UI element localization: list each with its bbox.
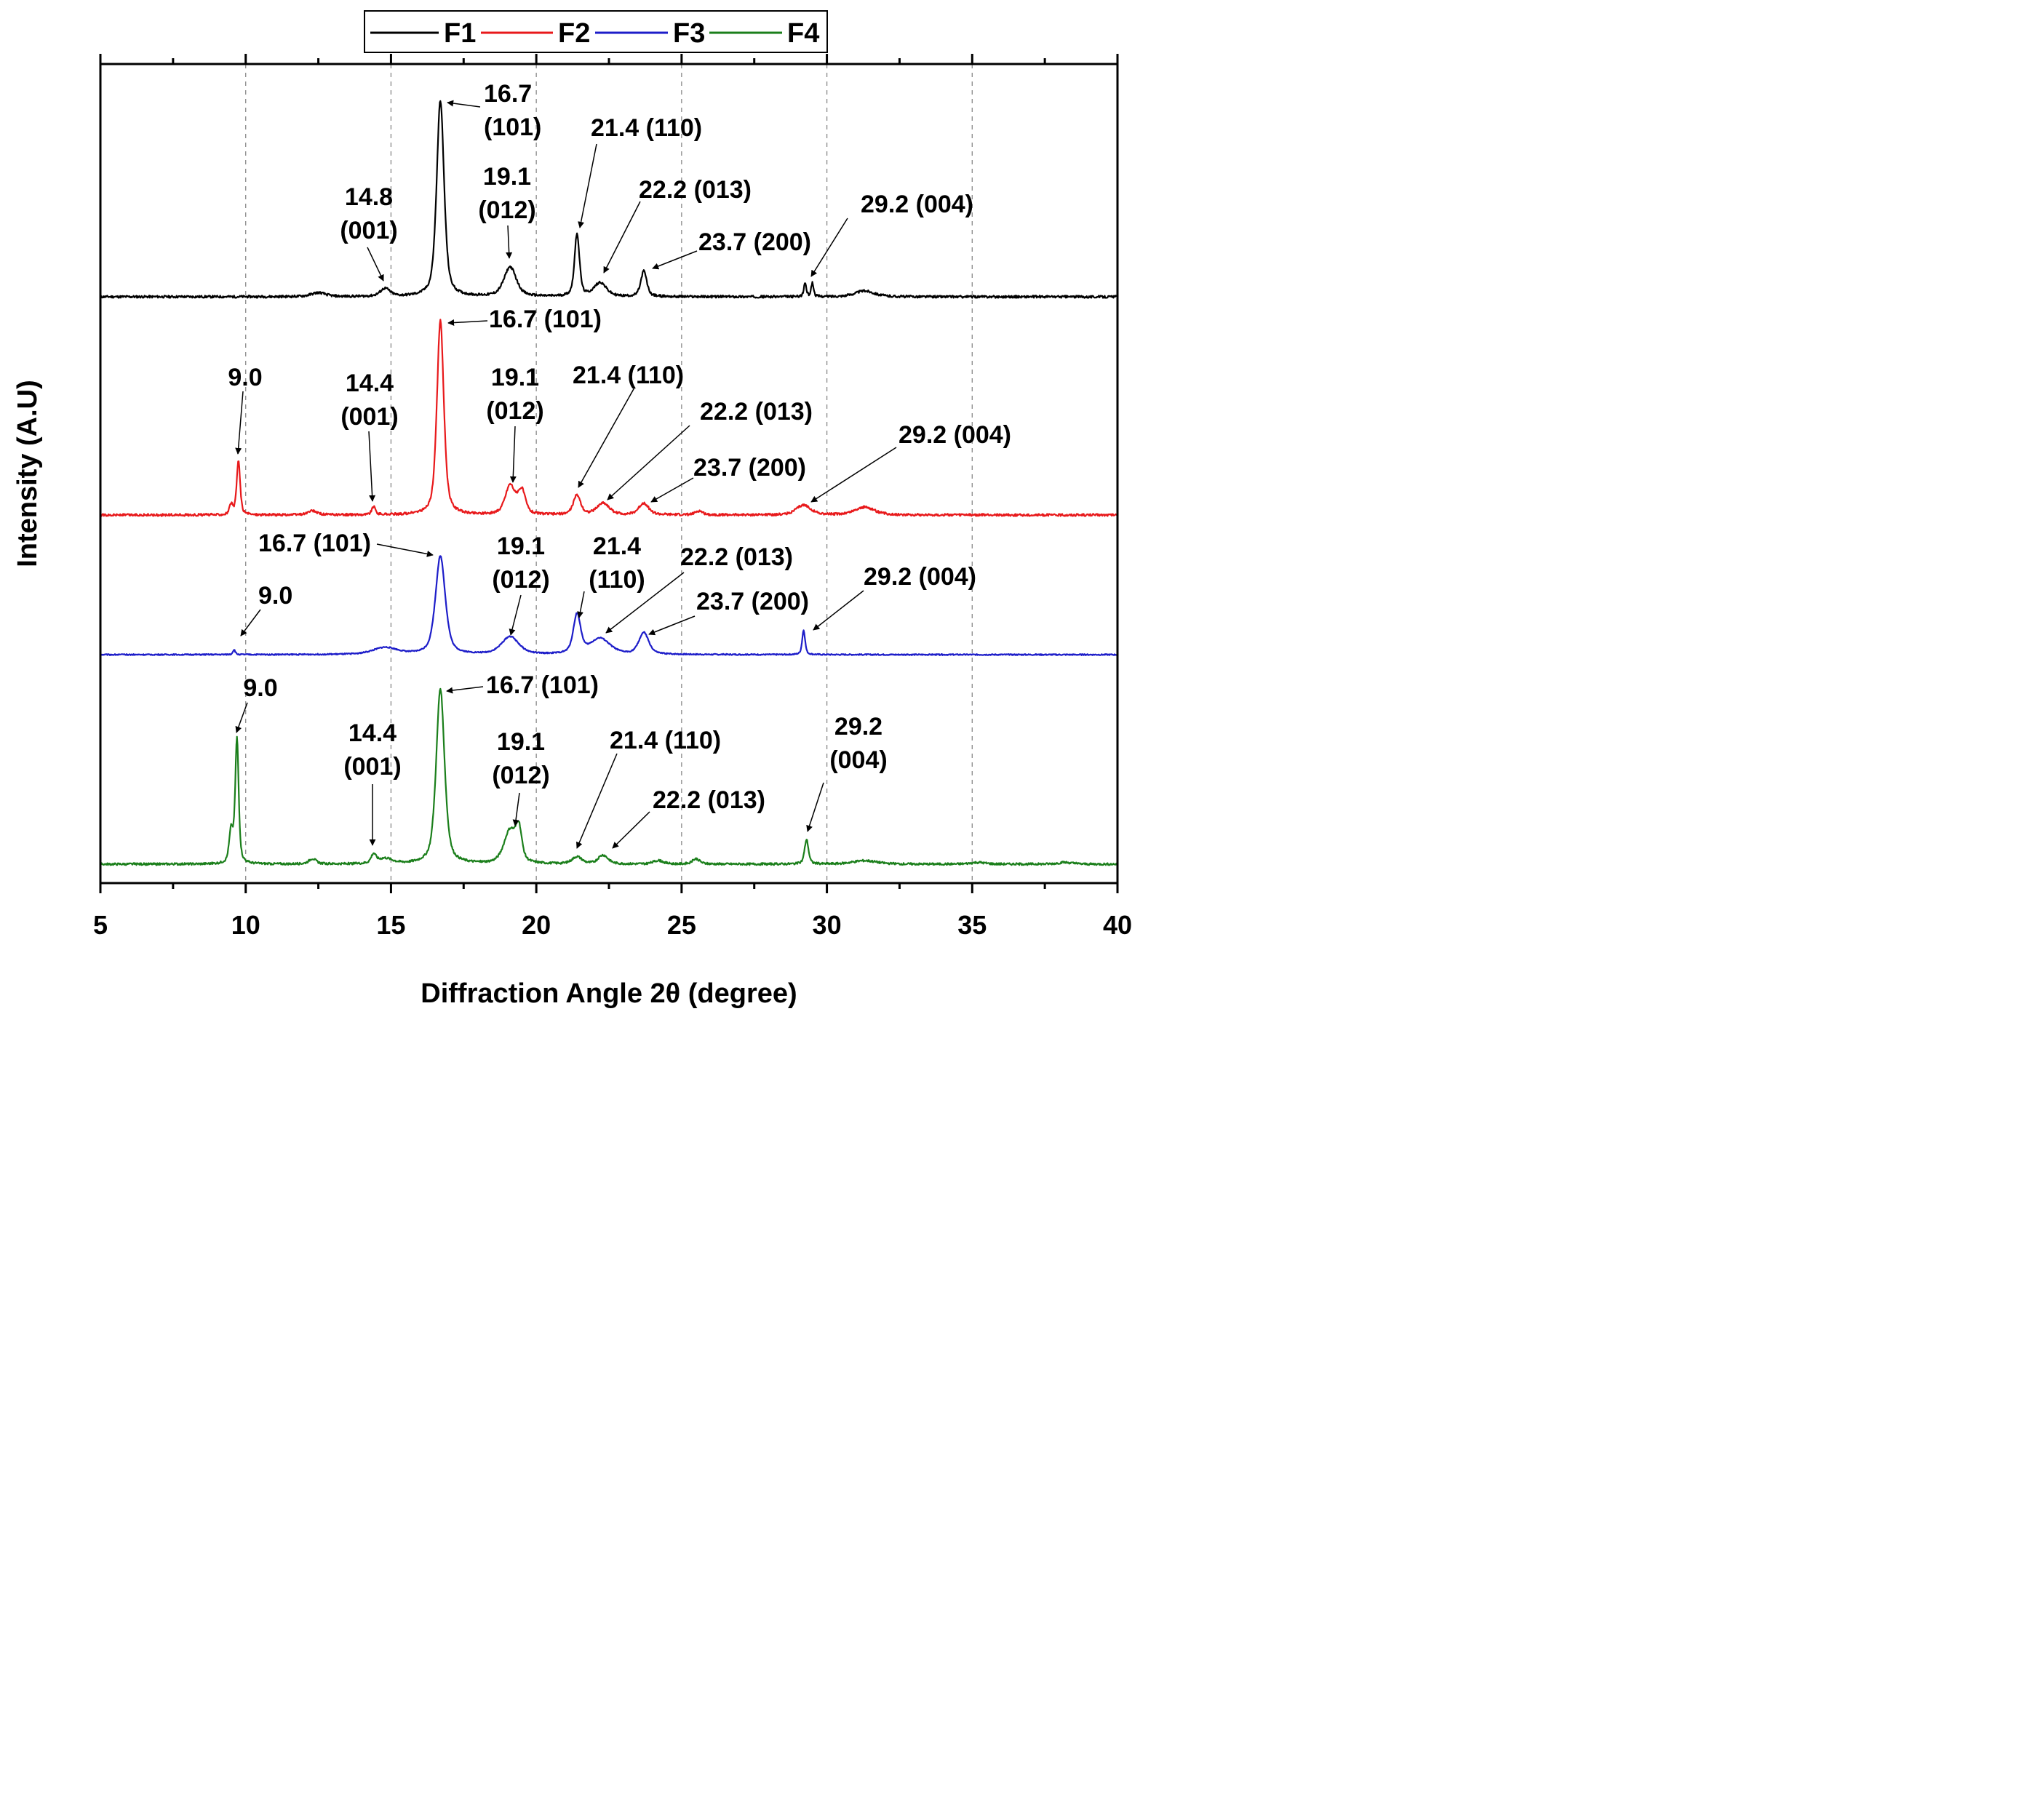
annotation-arrow [509,594,522,636]
xrd-chart: 16.7 (101) 21.4 (110) 19.1 (012) 14.8 (001) 22.… [12,10,1132,1009]
annotation-label: (012) [486,397,543,425]
annotation-arrow [447,100,481,108]
annotation-label: (110) [589,566,645,594]
annotation-arrow [506,225,513,259]
annotation-label: 22.2 (013) [680,543,793,571]
annotation-label: 19.1 [497,532,545,560]
x-axis: 5 10 15 20 25 30 35 40 [93,54,1132,940]
annotation-label: 16.7 [484,80,532,108]
annotation-arrow [512,792,520,826]
annotation-label: 22.2 (013) [700,398,813,426]
annotation-label: 22.2 (013) [653,786,765,814]
annotation-arrow [612,811,650,849]
legend: F1 F2 F3 F4 [364,10,828,53]
annotation-label: 29.2 (004) [861,191,973,218]
series-line-f3 [100,555,1118,656]
annotation-label: 22.2 (013) [639,176,752,204]
x-tick-label: 20 [522,910,551,940]
plot-frame [99,63,1119,885]
series-line-f4 [100,687,1119,866]
annotation-label: 21.4 (110) [573,362,684,389]
annotation-arrow [235,702,248,733]
annotation-arrow [810,447,897,503]
annotation-arrow [240,609,261,636]
annotation-label: (012) [492,566,549,594]
annotation-label: 19.1 [497,728,545,756]
annotation-arrow [648,615,696,636]
x-tick-label: 10 [231,910,260,940]
annotation-label: (101) [484,113,541,141]
x-tick-label: 35 [957,910,987,940]
annotation-label: 14.4 [348,719,397,747]
annotation-label: (001) [340,403,398,431]
annotation-arrow [652,250,698,270]
annotation-label: (001) [343,753,401,781]
annotation-arrow [367,247,384,282]
annotation-label: 16.7 (101) [486,671,599,699]
annotation-arrow [810,217,848,277]
annotation-label: 29.2 [834,713,882,741]
annotation-arrow [578,143,597,228]
annotation-label: 14.4 [346,370,394,397]
annotation-arrow [447,319,488,327]
legend-label-f2: F2 [558,18,590,49]
annotation-label: 16.7 (101) [258,530,371,557]
annotation-label: 9.0 [243,674,277,702]
legend-label-f3: F3 [673,18,705,49]
legend-label-f1: F1 [444,18,476,49]
annotation-arrow [576,753,618,849]
annotation-arrow [607,425,690,500]
annotation-arrow [446,686,484,694]
annotation-label: 29.2 (004) [864,563,976,591]
annotation-label: 9.0 [228,364,262,391]
annotation-label: 23.7 (200) [696,588,809,615]
legend-label-f4: F4 [787,18,819,49]
annotation-arrow [813,590,864,631]
annotation-arrow [605,572,685,634]
annotation-label: 23.7 (200) [698,228,811,256]
annotation-label: 19.1 [491,364,539,391]
peak-annotations: 16.7 (101) 21.4 (110) 19.1 (012) 14.8 (001) 22.… [228,80,1011,849]
series-lines [99,100,1119,866]
annotation-label: 29.2 (004) [899,421,1011,449]
annotation-arrow [650,477,694,503]
annotation-label: 21.4 (110) [591,114,702,142]
series-line-f1 [100,100,1118,299]
annotation-arrow [376,543,434,557]
annotation-label: (012) [478,196,535,224]
y-axis-title: Intensity (A.U) [12,380,43,567]
annotation-arrow [578,387,635,488]
annotation-label: 19.1 [483,163,531,191]
annotation-label: 23.7 (200) [693,454,806,482]
series-line-f2 [99,319,1118,517]
annotation-arrow [509,426,517,483]
x-tick-label: 30 [813,910,842,940]
x-tick-label: 25 [667,910,696,940]
annotation-label: 21.4 (110) [610,727,721,754]
annotation-arrow [235,391,244,455]
annotation-arrow [806,782,824,832]
annotation-arrow [368,431,376,502]
annotation-arrow [603,201,641,274]
x-tick-label: 40 [1103,910,1132,940]
x-tick-label: 15 [376,910,405,940]
annotation-label: 14.8 [345,183,393,211]
grid-lines [245,64,973,883]
annotation-label: 16.7 (101) [489,306,602,333]
annotation-label: 21.4 [593,532,641,560]
annotation-label: 9.0 [258,582,292,610]
x-axis-title: Diffraction Angle 2θ (degree) [421,978,797,1009]
annotation-label: (012) [492,762,549,789]
annotation-arrow [577,591,585,618]
x-tick-label: 5 [93,910,108,940]
annotation-label: (001) [340,217,397,244]
annotation-label: (004) [829,746,887,774]
